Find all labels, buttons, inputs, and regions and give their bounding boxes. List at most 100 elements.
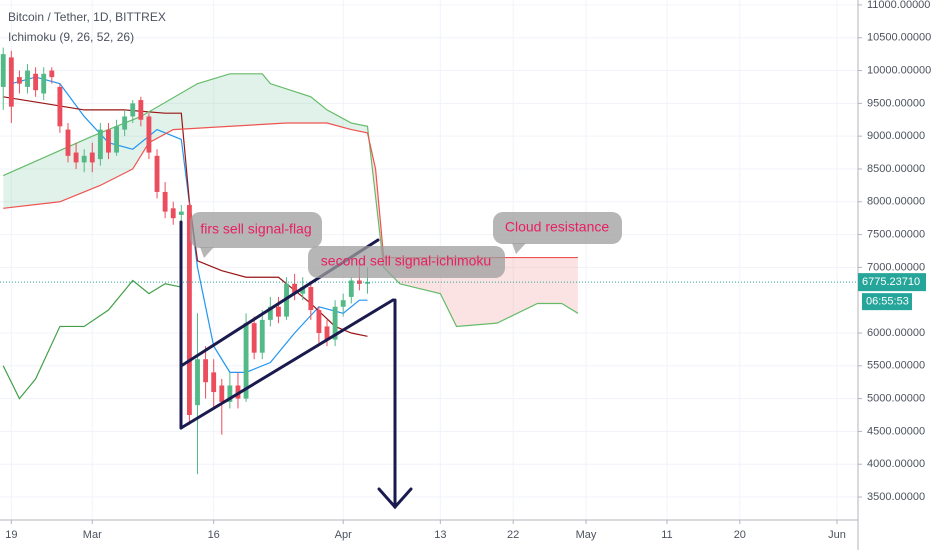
candle-body: [162, 191, 168, 212]
y-tick-label: 5000.00000: [867, 393, 925, 405]
candle-body: [97, 129, 103, 160]
candle-body: [170, 208, 176, 219]
y-tick-label: 5500.00000: [867, 360, 925, 372]
y-tick-label: 7000.00000: [867, 261, 925, 273]
indicator-line: [11, 76, 368, 373]
candle-body: [203, 359, 209, 383]
x-tick-label: 20: [734, 529, 746, 541]
x-tick-label: Apr: [335, 529, 352, 541]
axes: 3500.00000 4000.00000 4500.00000 5000.00000…: [5, 0, 931, 541]
y-tick-label: 8500.00000: [867, 163, 925, 175]
candle-body: [122, 116, 128, 130]
candle-body: [211, 372, 217, 393]
y-tick-label: 9500.00000: [867, 97, 925, 109]
last-price-tag: [858, 273, 926, 292]
x-tick-label: 19: [5, 529, 17, 541]
candle-body: [332, 306, 338, 340]
candle-body: [243, 323, 249, 399]
y-tick-label: 10500.00000: [867, 32, 931, 44]
candle-body: [251, 323, 257, 353]
candle-body: [25, 70, 30, 87]
candle-body: [114, 126, 119, 153]
y-tick-label: 9000.00000: [867, 130, 925, 142]
candle-body: [267, 306, 273, 320]
candle-body: [276, 306, 281, 317]
candle-body: [308, 287, 314, 311]
callout-tail: [200, 247, 214, 258]
candle-body: [195, 359, 200, 406]
x-tick-label: Mar: [83, 529, 102, 541]
indicator-line: [2, 73, 579, 328]
candle-body: [8, 57, 14, 107]
arrow-head: [377, 487, 413, 510]
y-tick-label: 8000.00000: [867, 196, 925, 208]
candle-body: [33, 73, 39, 91]
y-tick-label: 4500.00000: [867, 425, 925, 437]
candle-body: [130, 103, 136, 117]
callout-tail: [512, 243, 526, 254]
countdown-tag: [862, 293, 912, 311]
candle-body: [138, 100, 144, 120]
candle-body: [178, 211, 184, 215]
chart-title: Bitcoin / Tether, 1D, BITTREX: [8, 10, 166, 24]
candle-body: [16, 77, 22, 84]
annotation: firs sell signal-flag: [200, 221, 311, 237]
callout: Cloud resistance: [493, 212, 622, 254]
candle-body: [0, 54, 6, 87]
y-tick-label: 7500.00000: [867, 228, 925, 240]
y-tick-label: 6000.00000: [867, 327, 925, 339]
candle-body: [81, 155, 87, 163]
candle-body: [348, 280, 354, 297]
indicator-line: [3, 122, 578, 259]
last-price-label: 6775.23710: [862, 276, 920, 288]
y-tick-label: 11000.00000: [867, 0, 930, 11]
candle-body: [324, 326, 330, 340]
candle-body: [219, 385, 225, 402]
candle-body: [73, 152, 79, 163]
countdown-label: 06:55:53: [866, 296, 909, 308]
candle-body: [89, 152, 95, 163]
callout-box: [190, 212, 322, 248]
candle-body: [316, 310, 322, 333]
cloud: [3, 73, 578, 327]
x-tick-label: 11: [661, 529, 672, 541]
flag-lower-line: [179, 298, 395, 430]
candle-body: [356, 280, 362, 284]
x-tick-label: 13: [434, 529, 446, 541]
candle-body: [49, 70, 55, 78]
candle-body: [65, 129, 71, 156]
candle-body: [292, 283, 298, 294]
candle-body: [57, 86, 63, 127]
indicator-lines: [2, 73, 579, 400]
x-tick-label: 22: [507, 529, 519, 541]
candle-body: [41, 73, 47, 94]
candle-body: [259, 319, 265, 353]
x-tick-label: 16: [208, 529, 220, 541]
callout: firs sell signal-flag: [190, 212, 322, 258]
callout-box: [308, 246, 505, 278]
candles: [0, 47, 370, 475]
annotation: second sell signal-ichimoku: [321, 253, 491, 269]
candle-body: [340, 300, 346, 307]
x-tick-label: May: [576, 529, 597, 541]
indicator-line: [3, 96, 368, 337]
candle-body: [154, 155, 160, 192]
candle-body: [300, 287, 306, 294]
time-axis-panel: [0, 520, 858, 550]
candle-body: [186, 205, 192, 416]
callout: second sell signal-ichimoku: [308, 246, 505, 278]
y-tick-label: 10000.00000: [867, 64, 931, 76]
y-tick-label: 3500.00000: [867, 491, 925, 503]
x-tick-label: Jun: [828, 529, 846, 541]
y-tick-label: 4000.00000: [867, 458, 925, 470]
candle-body: [227, 385, 233, 402]
indicator-label: Ichimoku (9, 26, 52, 26): [8, 30, 134, 44]
candle-body: [146, 116, 152, 153]
indicator-line: [2, 279, 182, 400]
candle-body: [106, 129, 111, 153]
callout-box: [493, 212, 622, 244]
annotation: Cloud resistance: [505, 219, 609, 235]
candle-body: [365, 282, 370, 284]
